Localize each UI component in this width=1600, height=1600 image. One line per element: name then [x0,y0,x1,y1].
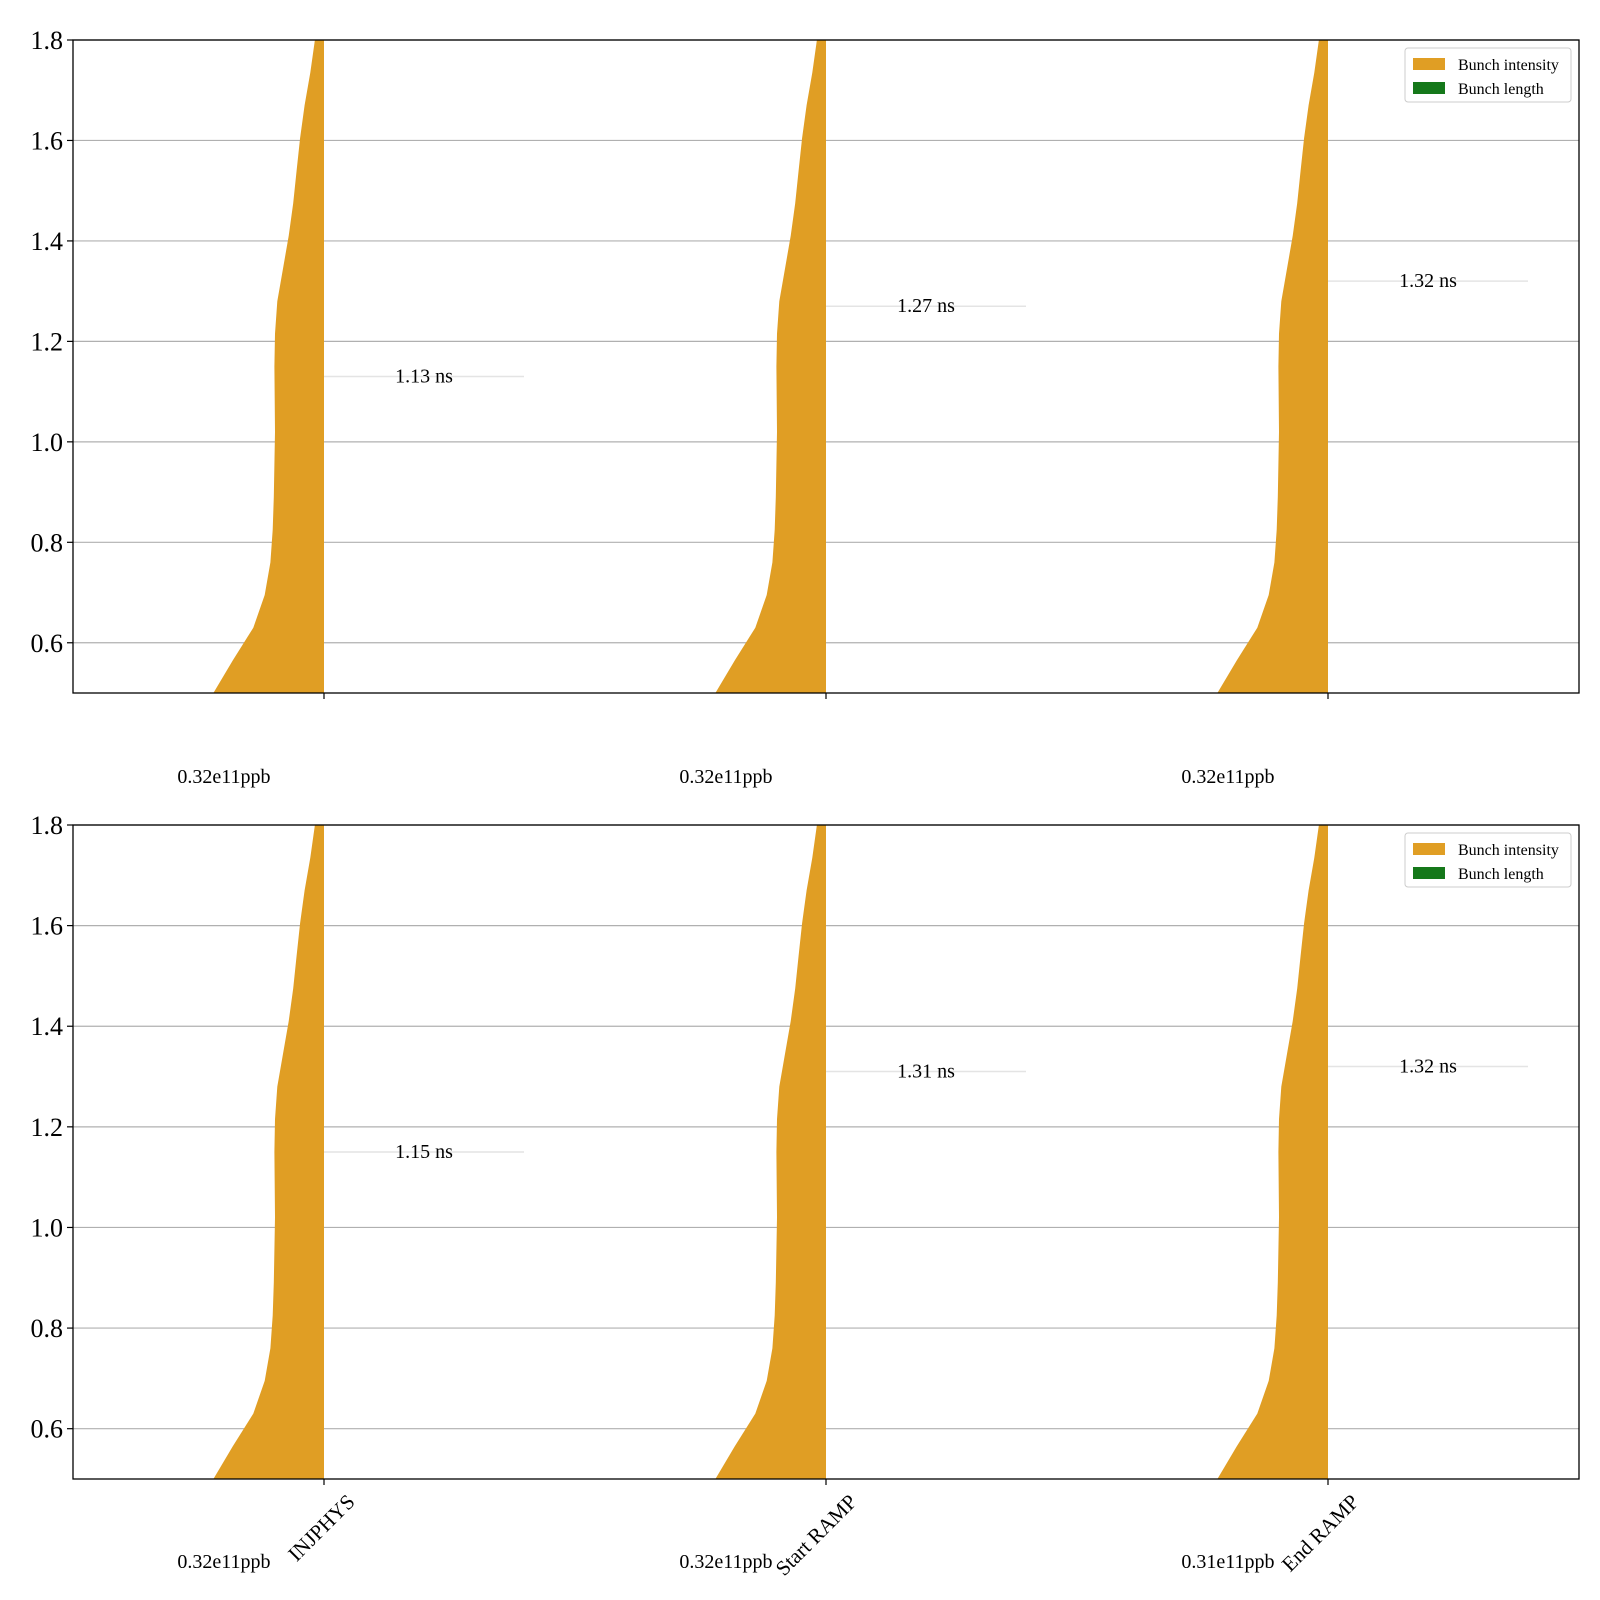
intensity-value-label: 0.32e11ppb [177,1551,270,1573]
intensity-violin [213,825,324,1479]
legend-swatch [1413,82,1445,94]
legend-label: Bunch intensity [1458,842,1559,859]
x-category-label: Start RAMP [771,1490,862,1581]
length-value-label: 1.15 ns [395,1141,453,1163]
y-tick-label: 0.8 [31,1314,64,1343]
intensity-value-label: 0.32e11ppb [1181,766,1274,788]
panel-bottom: 0.6 0.8 1.0 1.2 1.4 1.6 1.8 1.15 ns 0.32e11ppb IN… [31,811,1580,1580]
x-category-label: End RAMP [1277,1490,1364,1577]
y-tick-label: 0.8 [31,528,64,557]
x-category-label: INJPHYS [283,1490,359,1566]
legend-box [1404,832,1572,888]
intensity-violin [1217,40,1328,693]
length-value-label: 1.32 ns [1399,270,1457,292]
length-value-label: 1.32 ns [1399,1055,1457,1077]
intensity-violin [715,825,826,1479]
y-tick-label: 1.8 [31,811,64,840]
y-tick-label: 0.6 [31,1415,64,1444]
legend-swatch [1413,843,1445,855]
legend-box [1404,47,1572,103]
y-tick-label: 1.0 [31,428,64,457]
y-tick-label: 1.0 [31,1213,64,1242]
legend-label: Bunch intensity [1458,57,1559,74]
y-tick-label: 1.2 [31,1113,64,1142]
intensity-violin [1217,825,1328,1479]
y-tick-label: 1.2 [31,327,64,356]
y-tick-label: 1.8 [31,26,64,55]
length-value-label: 1.31 ns [897,1061,955,1083]
length-value-label: 1.13 ns [395,366,453,388]
intensity-violin [715,40,826,693]
intensity-value-label: 0.32e11ppb [177,766,270,788]
y-tick-label: 1.6 [31,912,64,941]
intensity-value-label: 0.32e11ppb [679,1551,772,1573]
legend-label: Bunch length [1458,866,1544,883]
y-tick-label: 1.4 [31,1012,64,1041]
intensity-value-label: 0.31e11ppb [1181,1551,1274,1573]
plot-frame [72,39,1580,694]
y-tick-label: 1.4 [31,227,64,256]
legend-label: Bunch length [1458,81,1544,98]
panel-top: 0.6 0.8 1.0 1.2 1.4 1.6 1.8 1.13 ns 0.32e11ppb 1.… [31,26,1580,788]
length-value-label: 1.27 ns [897,295,955,317]
legend-swatch [1413,58,1445,70]
intensity-violin [213,40,324,693]
y-tick-label: 0.6 [31,629,64,658]
y-tick-label: 1.6 [31,126,64,155]
plot-frame [72,824,1580,1480]
legend-swatch [1413,867,1445,879]
intensity-value-label: 0.32e11ppb [679,766,772,788]
